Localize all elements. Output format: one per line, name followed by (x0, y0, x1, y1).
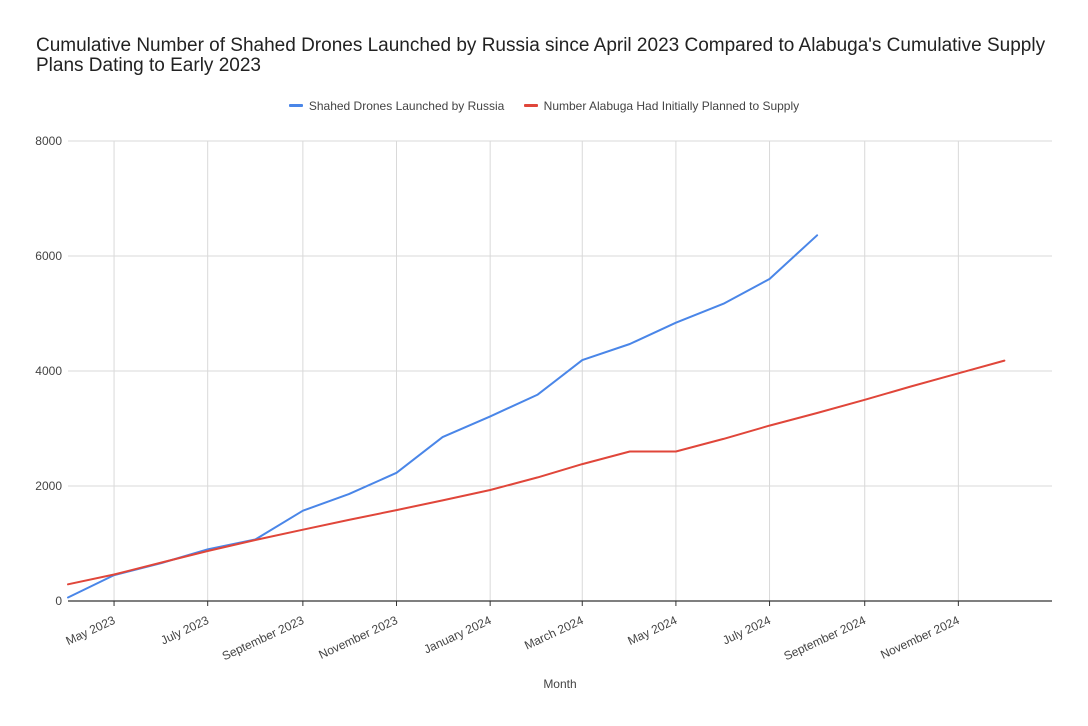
x-tick-label: May 2024 (625, 613, 679, 648)
x-tick-label: November 2023 (316, 613, 400, 662)
legend-label-shahed: Shahed Drones Launched by Russia (308, 98, 505, 113)
chart-legend: Shahed Drones Launched by Russia Number … (0, 96, 1088, 113)
x-tick-label: March 2024 (522, 613, 586, 653)
grid-layer (68, 140, 1052, 601)
series-line-shahed-launched (67, 234, 819, 599)
y-tick-label: 0 (55, 594, 62, 608)
series-layer (67, 234, 1006, 599)
x-tick-label: May 2023 (64, 613, 118, 648)
chart-title: Cumulative Number of Shahed Drones Launc… (36, 35, 1046, 76)
x-tick-label: January 2024 (422, 613, 494, 657)
series-line-alabuga-planned (67, 359, 1006, 586)
y-tick-label: 4000 (35, 364, 62, 378)
y-tick-label: 8000 (35, 134, 62, 148)
axis-layer: 0 2000 4000 6000 8000 May 2023 July 2023 Septem… (35, 134, 1052, 663)
x-tick-label: July 2023 (158, 613, 211, 648)
x-tick-label: November 2024 (878, 613, 962, 662)
legend-item-alabuga: Number Alabuga Had Initially Planned to … (523, 98, 800, 113)
x-tick-label: July 2024 (720, 613, 773, 648)
legend-swatch-alabuga (523, 104, 538, 107)
y-tick-label: 6000 (35, 249, 62, 263)
x-tick-label: September 2024 (782, 613, 869, 663)
legend-item-shahed: Shahed Drones Launched by Russia (288, 98, 505, 113)
x-axis-title: Month (543, 677, 576, 691)
x-tick-label: September 2023 (220, 613, 307, 663)
legend-label-alabuga: Number Alabuga Had Initially Planned to … (543, 98, 800, 113)
y-tick-label: 2000 (35, 479, 62, 493)
legend-swatch-shahed (288, 104, 303, 107)
